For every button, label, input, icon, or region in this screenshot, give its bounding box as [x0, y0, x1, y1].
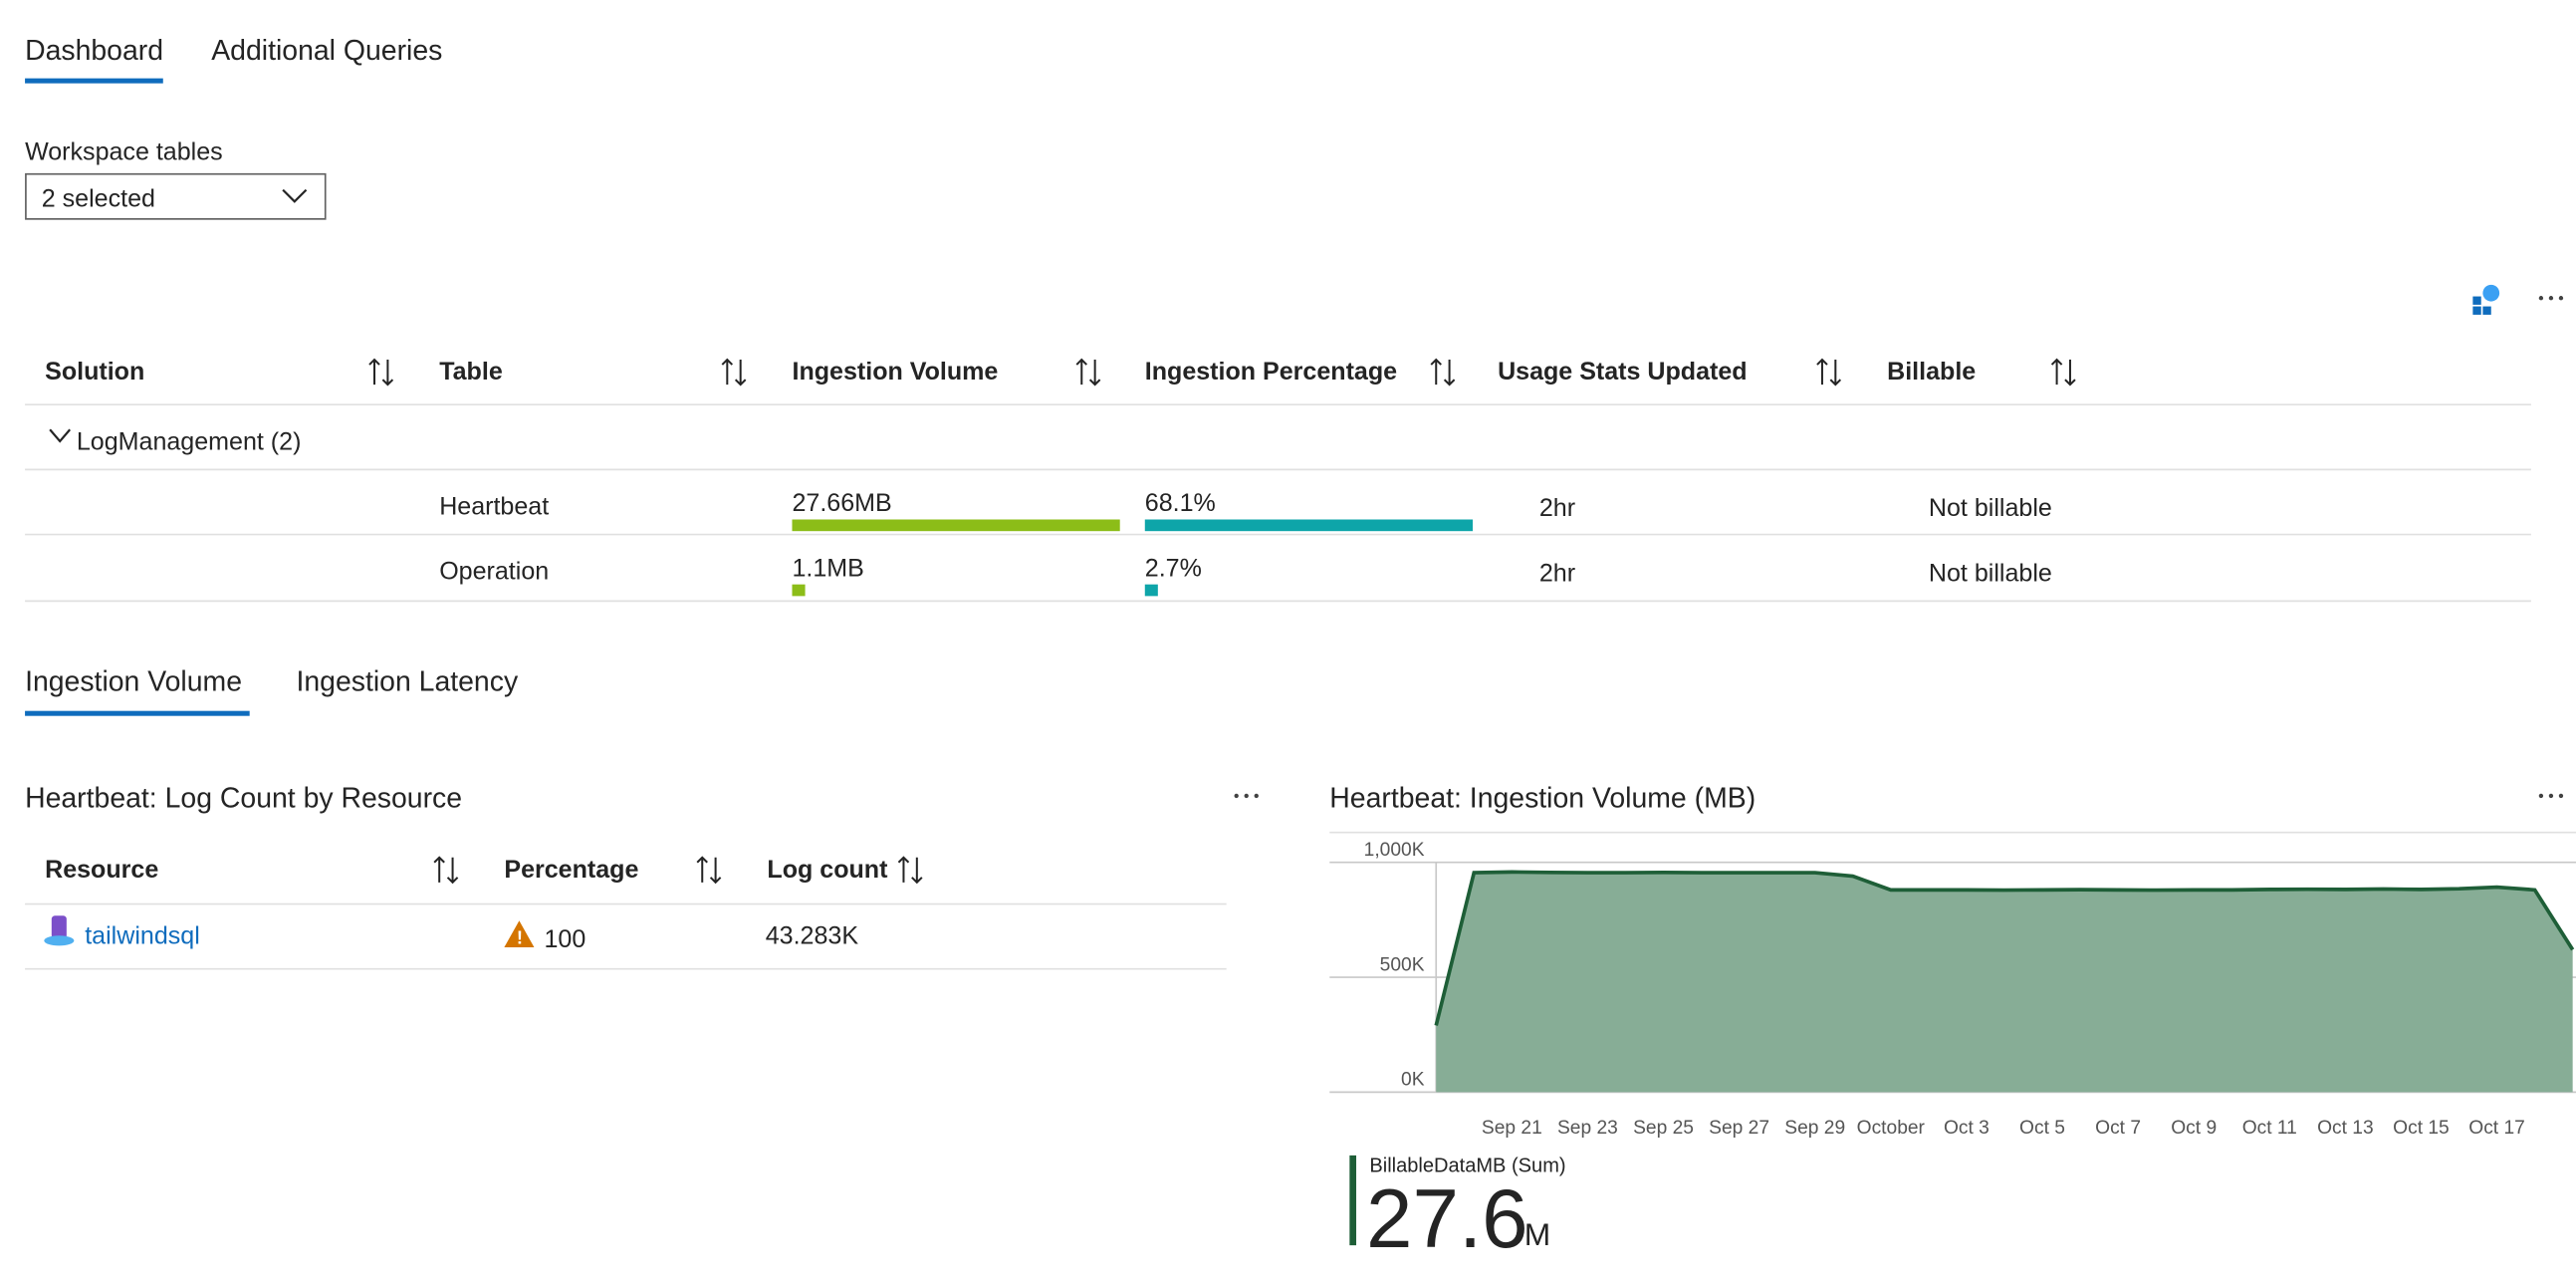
- x-tick-label: Oct 3: [1944, 1118, 1990, 1139]
- sort-icon[interactable]: [1430, 358, 1456, 386]
- sort-icon[interactable]: [721, 358, 747, 386]
- column-header: Solution: [45, 358, 144, 386]
- resource-link[interactable]: tailwindsql: [85, 922, 200, 950]
- updated: 2hr: [1539, 559, 1575, 587]
- table-name: Heartbeat: [439, 492, 549, 520]
- warning-mark: !: [517, 927, 523, 948]
- x-tick-label: Sep 29: [1784, 1118, 1845, 1139]
- x-tick-label: Sep 23: [1557, 1118, 1618, 1139]
- tab-dashboard[interactable]: Dashboard: [25, 35, 163, 67]
- percentage-label: 68.1%: [1145, 489, 1216, 517]
- line: [1434, 870, 2575, 1026]
- resource-icon: [51, 915, 67, 939]
- column-header: Ingestion Volume: [792, 358, 998, 386]
- x-tick-label: October: [1857, 1118, 1926, 1139]
- volume-bar: [792, 584, 806, 597]
- sort-icon[interactable]: [433, 856, 459, 885]
- resource-icon-base: [44, 935, 75, 946]
- subtab-volume[interactable]: Ingestion Volume: [25, 666, 242, 698]
- x-tick-label: Sep 25: [1633, 1118, 1694, 1139]
- y-tick-label: 500K: [1380, 954, 1425, 975]
- sort-icon[interactable]: [897, 856, 923, 885]
- column-header: Table: [439, 358, 503, 386]
- column-header: Billable: [1887, 358, 1976, 386]
- more-menu[interactable]: [2538, 793, 2564, 799]
- more-menu[interactable]: [2538, 296, 2564, 301]
- sort-icon[interactable]: [2050, 358, 2076, 386]
- panel-title: Heartbeat: Log Count by Resource: [25, 783, 462, 815]
- volume-label: 27.66MB: [792, 489, 891, 517]
- billable: Not billable: [1929, 559, 2052, 587]
- x-tick-label: Oct 13: [2317, 1118, 2374, 1139]
- column-header: Resource: [45, 856, 158, 884]
- column-header: Percentage: [504, 856, 638, 884]
- column-header: Log count: [767, 856, 888, 884]
- x-tick-label: Oct 5: [2019, 1118, 2065, 1139]
- percentage-bar: [1144, 519, 1474, 532]
- summary-value: 27.6: [1366, 1171, 1528, 1265]
- updated: 2hr: [1539, 494, 1575, 522]
- subtab-latency[interactable]: Ingestion Latency: [296, 666, 518, 698]
- x-tick-label: Oct 7: [2095, 1118, 2141, 1139]
- x-tick-label: Oct 11: [2242, 1118, 2297, 1139]
- percentage-bar: [1144, 584, 1158, 597]
- pin-icon[interactable]: [2472, 284, 2500, 315]
- chart-title: Heartbeat: Ingestion Volume (MB): [1329, 783, 1756, 815]
- x-tick-label: Oct 9: [2171, 1118, 2217, 1139]
- sort-icon[interactable]: [368, 358, 394, 386]
- column-header: Usage Stats Updated: [1498, 358, 1748, 386]
- sort-icon[interactable]: [1816, 358, 1842, 386]
- dropdown-value: 2 selected: [42, 184, 155, 212]
- column-header: Ingestion Percentage: [1145, 358, 1397, 386]
- legend-name: BillableDataMB (Sum): [1369, 1156, 1565, 1177]
- tab-underline: [25, 78, 163, 84]
- x-tick-label: Sep 21: [1482, 1118, 1542, 1139]
- y-tick-label: 0K: [1401, 1070, 1425, 1091]
- percentage-label: 2.7%: [1145, 554, 1202, 582]
- x-tick-label: Oct 15: [2393, 1118, 2450, 1139]
- area: [1436, 872, 2573, 1093]
- y-tick-label: 1,000K: [1364, 840, 1425, 861]
- filter-label: Workspace tables: [25, 138, 223, 166]
- table-name: Operation: [439, 558, 549, 586]
- group-label: LogManagement (2): [77, 427, 302, 455]
- group-chevron[interactable]: [49, 428, 72, 443]
- more-menu[interactable]: [1234, 793, 1259, 799]
- warning-icon: [504, 920, 535, 947]
- billable: Not billable: [1929, 494, 2052, 522]
- volume-label: 1.1MB: [792, 554, 863, 582]
- legend-bar: [1349, 1155, 1357, 1246]
- volume-bar: [792, 519, 1120, 532]
- sort-icon[interactable]: [1075, 358, 1101, 386]
- dropdown[interactable]: [25, 172, 327, 220]
- log-count: 43.283K: [766, 922, 859, 950]
- x-tick-label: Sep 27: [1709, 1118, 1769, 1139]
- chevron: [282, 188, 308, 203]
- sort-icon[interactable]: [696, 856, 722, 885]
- tab-queries[interactable]: Additional Queries: [211, 35, 442, 67]
- tab-underline: [25, 710, 250, 716]
- x-tick-label: Oct 17: [2468, 1118, 2525, 1139]
- summary-unit: M: [1524, 1216, 1550, 1252]
- percentage: 100: [544, 925, 585, 953]
